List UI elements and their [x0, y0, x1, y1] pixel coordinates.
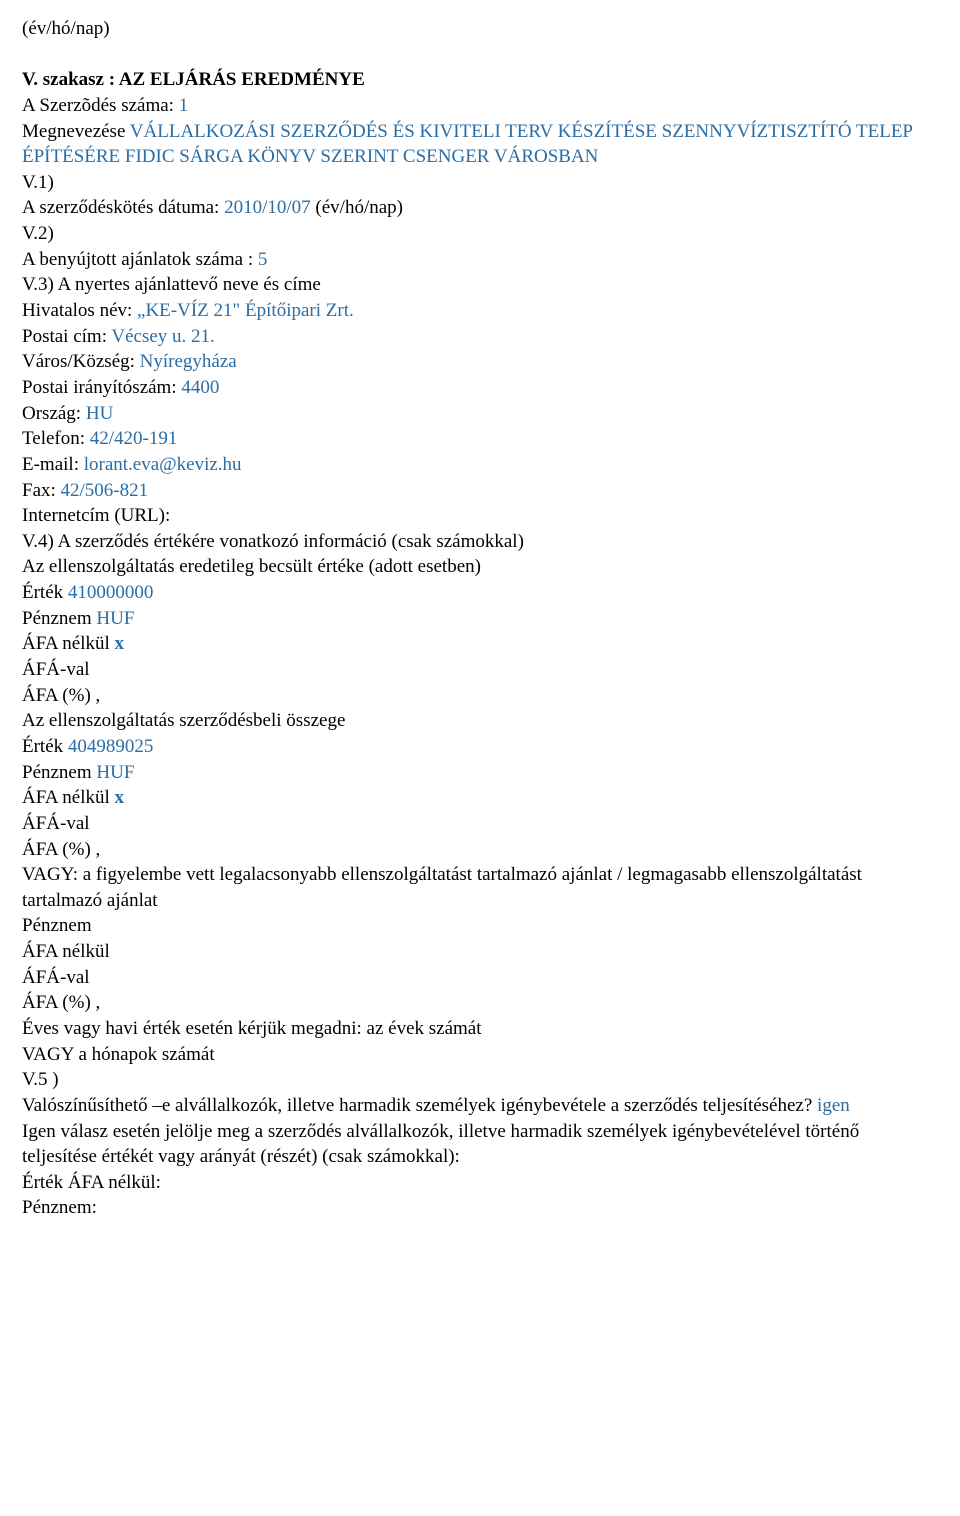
- text-line: VAGY a hónapok számát: [22, 1042, 938, 1068]
- text-line: ÁFA (%) ,: [22, 990, 938, 1016]
- value: 404989025: [68, 736, 154, 757]
- text-line: V.1): [22, 170, 938, 196]
- value: lorant.eva@keviz.hu: [84, 454, 242, 475]
- value: HU: [86, 403, 113, 424]
- label: Telefon:: [22, 428, 90, 449]
- text-line: Érték 404989025: [22, 734, 938, 760]
- text-line: V.4) A szerződés értékére vonatkozó info…: [22, 529, 938, 555]
- value: 5: [258, 249, 268, 270]
- text-line: (év/hó/nap): [22, 16, 938, 42]
- text-line: E-mail: lorant.eva@keviz.hu: [22, 452, 938, 478]
- text-line: ÁFÁ-val: [22, 965, 938, 991]
- label: Hivatalos név:: [22, 300, 137, 321]
- value: igen: [817, 1095, 850, 1116]
- value: Nyíregyháza: [140, 351, 237, 372]
- text-line: Pénznem:: [22, 1195, 938, 1221]
- value: x: [115, 633, 125, 654]
- value: 42/420-191: [90, 428, 178, 449]
- label: E-mail:: [22, 454, 84, 475]
- label: Postai cím:: [22, 326, 111, 347]
- text-line: Postai cím: Vécsey u. 21.: [22, 324, 938, 350]
- value: 2010/10/07: [224, 197, 315, 218]
- label: ÁFA nélkül: [22, 787, 115, 808]
- text-line: A benyújtott ajánlatok száma : 5: [22, 247, 938, 273]
- value: VÁLLALKOZÁSI SZERZŐDÉS ÉS KIVITELI TERV …: [22, 121, 912, 168]
- text-line: Érték ÁFA nélkül:: [22, 1170, 938, 1196]
- label: Ország:: [22, 403, 86, 424]
- text-line: Megnevezése VÁLLALKOZÁSI SZERZŐDÉS ÉS KI…: [22, 119, 938, 170]
- text-line: Ország: HU: [22, 401, 938, 427]
- value: 410000000: [68, 582, 154, 603]
- text-line: Internetcím (URL):: [22, 503, 938, 529]
- text-line: ÁFÁ-val: [22, 657, 938, 683]
- label: A Szerzõdés száma:: [22, 95, 179, 116]
- value: x: [115, 787, 125, 808]
- value: 1: [179, 95, 189, 116]
- label: Valószínűsíthető –e alvállalkozók, illet…: [22, 1095, 817, 1116]
- text-line: A Szerzõdés száma: 1: [22, 93, 938, 119]
- text-line: V.3) A nyertes ajánlattevő neve és címe: [22, 272, 938, 298]
- label: Érték: [22, 736, 68, 757]
- text-line: Az ellenszolgáltatás szerződésbeli össze…: [22, 708, 938, 734]
- value: Vécsey u. 21.: [111, 326, 214, 347]
- text-line: VAGY: a figyelembe vett legalacsonyabb e…: [22, 862, 938, 913]
- text-line: Város/Község: Nyíregyháza: [22, 349, 938, 375]
- text-line: Pénznem HUF: [22, 606, 938, 632]
- label: Érték: [22, 582, 68, 603]
- text-line: V.2): [22, 221, 938, 247]
- label: (év/hó/nap): [315, 197, 403, 218]
- text-line: Valószínűsíthető –e alvállalkozók, illet…: [22, 1093, 938, 1119]
- value: 42/506-821: [61, 480, 149, 501]
- text-line: Az ellenszolgáltatás eredetileg becsült …: [22, 554, 938, 580]
- text-line: Éves vagy havi érték esetén kérjük megad…: [22, 1016, 938, 1042]
- label: A benyújtott ajánlatok száma :: [22, 249, 258, 270]
- value: „KE-VÍZ 21" Építőipari Zrt.: [137, 300, 354, 321]
- text-line: ÁFA nélkül x: [22, 785, 938, 811]
- text-line: Fax: 42/506-821: [22, 478, 938, 504]
- label: Megnevezése: [22, 121, 130, 142]
- text-line: ÁFÁ-val: [22, 811, 938, 837]
- value: HUF: [96, 608, 134, 629]
- text-line: Igen válasz esetén jelölje meg a szerződ…: [22, 1119, 938, 1170]
- label: Pénznem: [22, 608, 96, 629]
- text-line: Postai irányítószám: 4400: [22, 375, 938, 401]
- text-line: ÁFA nélkül: [22, 939, 938, 965]
- value: 4400: [181, 377, 219, 398]
- text-line: ÁFA (%) ,: [22, 837, 938, 863]
- label: Pénznem: [22, 762, 96, 783]
- text-line: Telefon: 42/420-191: [22, 426, 938, 452]
- section-heading: V. szakasz : AZ ELJÁRÁS EREDMÉNYE: [22, 67, 938, 93]
- text-line: Pénznem: [22, 913, 938, 939]
- label: Város/Község:: [22, 351, 140, 372]
- label: Fax:: [22, 480, 61, 501]
- label: Postai irányítószám:: [22, 377, 181, 398]
- text-line: Pénznem HUF: [22, 760, 938, 786]
- text-line: V.5 ): [22, 1067, 938, 1093]
- text-line: A szerződéskötés dátuma: 2010/10/07 (év/…: [22, 195, 938, 221]
- text-line: ÁFA nélkül x: [22, 631, 938, 657]
- blank-line: [22, 42, 938, 68]
- text-line: ÁFA (%) ,: [22, 683, 938, 709]
- label: A szerződéskötés dátuma:: [22, 197, 224, 218]
- value: HUF: [96, 762, 134, 783]
- text-line: Érték 410000000: [22, 580, 938, 606]
- label: ÁFA nélkül: [22, 633, 115, 654]
- text-line: Hivatalos név: „KE-VÍZ 21" Építőipari Zr…: [22, 298, 938, 324]
